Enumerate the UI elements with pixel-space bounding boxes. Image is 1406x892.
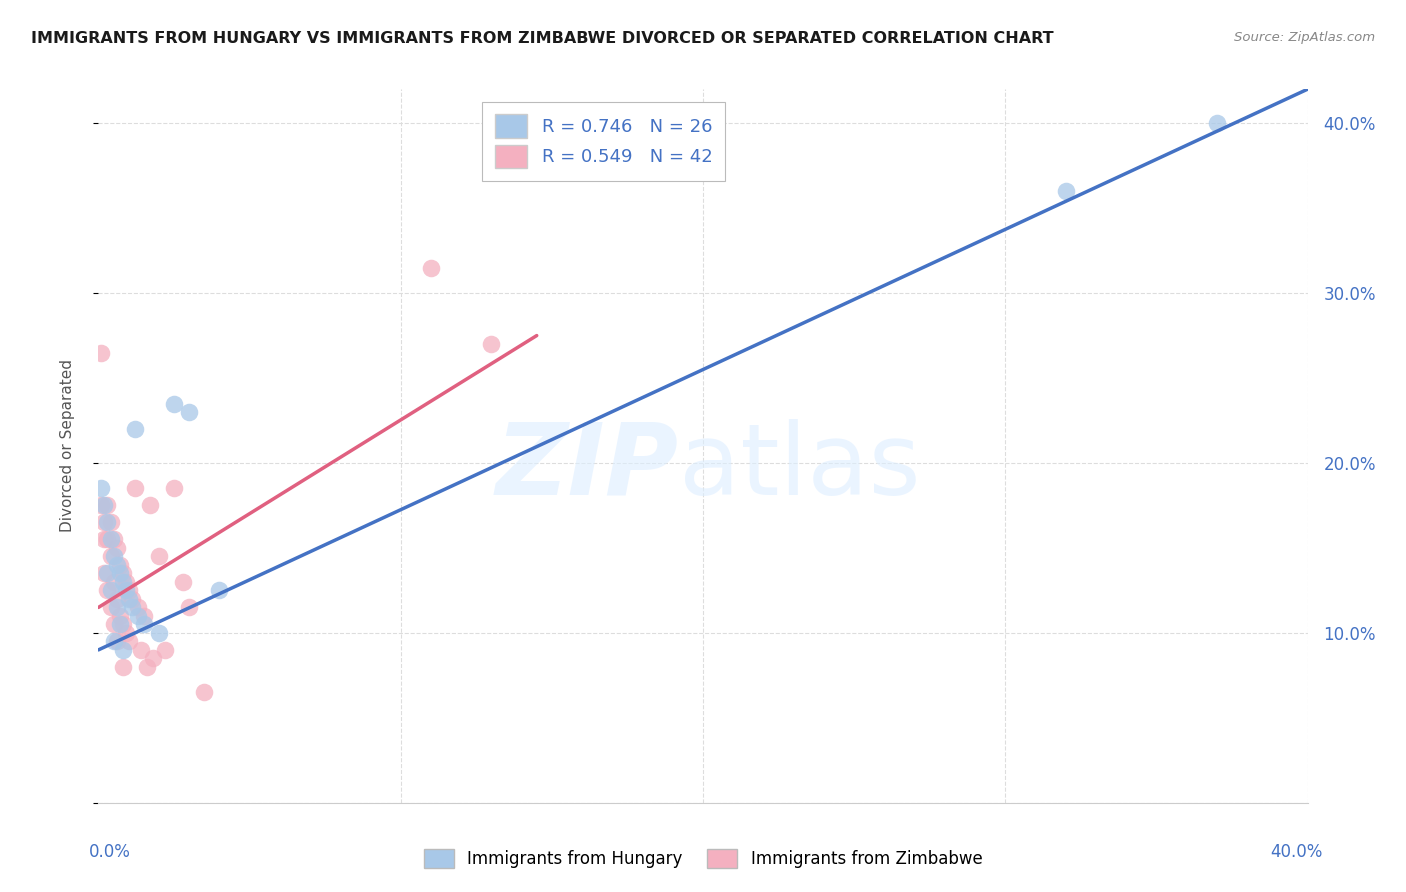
Point [100,583,122,598]
Point [111,617,134,632]
Point [90,499,112,513]
Point [127,600,149,615]
Legend: R = 0.746   N = 26, R = 0.549   N = 42: R = 0.746 N = 26, R = 0.549 N = 42 [482,102,725,181]
Point [103,574,125,589]
Text: IMMIGRANTS FROM HUNGARY VS IMMIGRANTS FROM ZIMBABWE DIVORCED OR SEPARATED CORREL: IMMIGRANTS FROM HUNGARY VS IMMIGRANTS FR… [31,31,1053,46]
Point [172,574,194,589]
Y-axis label: Divorced or Separated: Divorced or Separated [60,359,75,533]
Text: atlas: atlas [679,419,921,516]
Point [129,643,152,657]
Point [179,600,201,615]
Point [163,482,186,496]
Point [90,482,112,496]
Point [127,608,149,623]
Point [100,533,122,547]
Point [132,617,155,632]
Text: Source: ZipAtlas.com: Source: ZipAtlas.com [1234,31,1375,45]
Point [124,422,146,436]
Point [105,600,128,615]
Point [105,558,128,572]
Point [96,583,118,598]
Point [108,617,131,632]
Point [118,583,141,598]
Point [139,499,162,513]
Point [420,260,443,275]
Point [103,617,125,632]
Point [100,600,122,615]
Point [93,533,115,547]
Point [103,634,125,648]
Point [96,566,118,581]
Point [153,643,176,657]
Text: 0.0%: 0.0% [89,843,131,861]
Point [163,396,186,410]
Point [111,660,134,674]
Point [1054,184,1077,198]
Point [481,337,503,351]
Point [103,533,125,547]
Point [135,660,157,674]
Point [132,608,155,623]
Point [124,482,146,496]
Point [121,591,143,606]
Point [96,533,118,547]
Text: 40.0%: 40.0% [1270,843,1323,861]
Point [105,591,128,606]
Point [193,685,215,699]
Point [108,566,131,581]
Point [179,405,201,419]
Point [108,608,131,623]
Point [100,549,122,564]
Point [114,574,136,589]
Text: ZIP: ZIP [496,419,679,516]
Point [111,574,134,589]
Point [114,626,136,640]
Legend: Immigrants from Hungary, Immigrants from Zimbabwe: Immigrants from Hungary, Immigrants from… [415,840,991,877]
Point [148,549,170,564]
Point [121,600,143,615]
Point [111,643,134,657]
Point [93,516,115,530]
Point [118,591,141,606]
Point [93,499,115,513]
Point [142,651,165,665]
Point [90,345,112,359]
Point [1206,116,1229,130]
Point [105,541,128,555]
Point [118,634,141,648]
Point [96,516,118,530]
Point [96,499,118,513]
Point [208,583,231,598]
Point [105,634,128,648]
Point [103,549,125,564]
Point [148,626,170,640]
Point [108,558,131,572]
Point [111,566,134,581]
Point [114,583,136,598]
Point [100,516,122,530]
Point [93,566,115,581]
